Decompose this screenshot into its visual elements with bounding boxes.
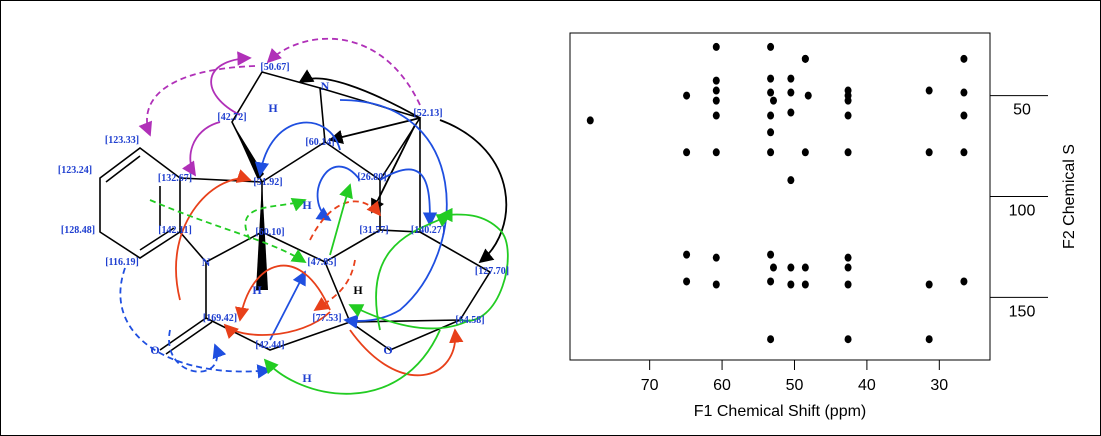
shift-label: [132.67] xyxy=(158,173,192,184)
x-tick-label: 30 xyxy=(930,377,948,394)
peak xyxy=(960,277,967,285)
correlations xyxy=(120,39,507,394)
shift-label: [26.80] xyxy=(357,172,386,183)
peak xyxy=(767,277,774,285)
shift-label: [42.72] xyxy=(217,112,246,123)
shift-label: [169.42] xyxy=(203,313,237,324)
peak xyxy=(713,148,720,156)
peak xyxy=(960,112,967,120)
x-tick-label: 60 xyxy=(713,377,731,394)
peak xyxy=(787,75,794,83)
peak xyxy=(713,97,720,105)
peak xyxy=(926,148,933,156)
peak xyxy=(845,335,852,343)
peak xyxy=(845,264,852,272)
peak xyxy=(802,264,809,272)
peak xyxy=(767,75,774,83)
shift-label: [60.14] xyxy=(305,137,334,148)
spectrum-frame xyxy=(570,33,990,360)
peak xyxy=(802,281,809,289)
atom-label: N xyxy=(202,255,211,269)
peak xyxy=(787,109,794,117)
atom-label: H xyxy=(302,371,312,385)
shift-label: [116.19] xyxy=(105,257,139,268)
shift-label: [42.44] xyxy=(255,340,284,351)
shift-label: [128.48] xyxy=(61,225,95,236)
x-axis-label: F1 Chemical Shift (ppm) xyxy=(694,403,867,420)
peak xyxy=(926,87,933,95)
peak xyxy=(713,112,720,120)
x-tick-label: 40 xyxy=(858,377,876,394)
peak xyxy=(713,43,720,51)
peak xyxy=(802,55,809,63)
peak xyxy=(845,148,852,156)
peak xyxy=(713,281,720,289)
x-tick-label: 50 xyxy=(786,377,804,394)
figure: [50.67] [42.72] [52.13] [60.14] [123.33] [132… xyxy=(0,0,1101,436)
peak xyxy=(845,97,852,105)
peak xyxy=(960,55,967,63)
y-tick-label: 100 xyxy=(1009,203,1036,220)
shift-label: [60.10] xyxy=(255,227,284,238)
x-tick-label: 70 xyxy=(641,377,659,394)
peak xyxy=(802,148,809,156)
y-tick-label: 50 xyxy=(1013,102,1031,119)
shift-label: [51.92] xyxy=(253,177,282,188)
peak xyxy=(767,335,774,343)
frame xyxy=(1,1,1101,436)
shift-label: [64.58] xyxy=(455,315,484,326)
y-tick-label: 150 xyxy=(1009,303,1036,320)
peak xyxy=(767,43,774,51)
peak xyxy=(787,264,794,272)
peak xyxy=(683,92,690,100)
shift-label: [123.33] xyxy=(105,135,139,146)
peak xyxy=(787,176,794,184)
page: body { margin: 0; width: 1101px; height:… xyxy=(0,0,1101,436)
y-axis-label: F2 Chemical S xyxy=(1061,144,1078,249)
peak xyxy=(767,128,774,136)
peak xyxy=(770,97,777,105)
peak xyxy=(787,281,794,289)
peak xyxy=(845,281,852,289)
peak xyxy=(587,116,594,124)
peak xyxy=(683,251,690,259)
atom-label: H xyxy=(268,101,278,115)
atom-label: H xyxy=(252,283,262,297)
shift-label: [123.24] xyxy=(58,165,92,176)
peak xyxy=(683,148,690,156)
peak xyxy=(767,251,774,259)
peak xyxy=(960,89,967,97)
peak xyxy=(713,87,720,95)
shift-label: [47.85] xyxy=(307,257,336,268)
peak xyxy=(767,148,774,156)
shift-label: [140.27] xyxy=(411,225,445,236)
atom-label: O xyxy=(150,343,159,357)
atom-label: O xyxy=(383,343,392,357)
peak xyxy=(683,277,690,285)
body: {"molecule": { "shifts": ["[50.67]", "[4… xyxy=(0,0,1101,436)
shift-label: [31.57] xyxy=(359,225,388,236)
peak xyxy=(767,89,774,97)
shift-label: [50.67] xyxy=(260,62,289,73)
peak xyxy=(767,112,774,120)
peak xyxy=(845,254,852,262)
atom-label: N xyxy=(321,79,330,93)
peak xyxy=(770,264,777,272)
peak xyxy=(926,281,933,289)
peak xyxy=(845,112,852,120)
shift-label: [52.13] xyxy=(413,108,442,119)
atom-label: H xyxy=(302,198,312,212)
peak xyxy=(926,335,933,343)
shift-label: [142.11] xyxy=(158,225,192,236)
shift-label: [77.53] xyxy=(312,313,341,324)
peak xyxy=(805,92,812,100)
peak xyxy=(960,148,967,156)
atom-label: H xyxy=(353,283,363,297)
peak xyxy=(713,77,720,85)
peak xyxy=(713,254,720,262)
peak xyxy=(787,89,794,97)
shift-label: [127.70] xyxy=(475,266,509,277)
